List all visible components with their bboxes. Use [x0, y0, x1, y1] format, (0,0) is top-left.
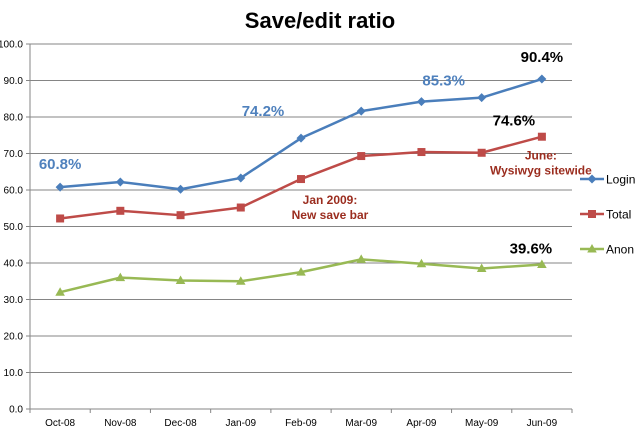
y-tick-label: 50.0: [4, 222, 24, 233]
data-point-square: [537, 132, 546, 141]
data-point-diamond: [236, 173, 246, 183]
x-tick-label: Oct-08: [45, 418, 75, 429]
callout-annotation-line: Wysiwyg sitewide: [490, 164, 592, 178]
data-point-diamond: [115, 177, 125, 187]
legend-item-login: Login: [580, 173, 635, 187]
x-tick-label: Nov-08: [104, 418, 137, 429]
y-tick-label: 10.0: [4, 368, 24, 379]
y-tick-label: 80.0: [4, 113, 24, 124]
legend-label: Login: [606, 173, 635, 187]
data-annotation-label: 74.2%: [242, 103, 285, 120]
data-annotation-label: 74.6%: [493, 113, 536, 130]
data-point-diamond: [477, 93, 487, 103]
x-tick-label: Apr-09: [406, 418, 436, 429]
data-annotation-label: 39.6%: [510, 240, 553, 257]
chart-title: Save/edit ratio: [245, 8, 395, 33]
x-tick-label: Jan-09: [225, 418, 256, 429]
data-point-triangle: [587, 244, 597, 253]
data-point-triangle: [476, 263, 487, 272]
data-point-square: [236, 203, 245, 212]
data-point-square: [297, 175, 305, 184]
y-tick-label: 30.0: [4, 295, 24, 306]
y-tick-label: 0.0: [9, 405, 23, 416]
x-tick-label: Dec-08: [164, 418, 197, 429]
gridlines: [30, 43, 572, 410]
series-lines: [55, 74, 547, 296]
y-tick-label: 60.0: [4, 186, 24, 197]
data-point-square: [477, 148, 486, 157]
callout-annotation: Jan 2009: New save bar: [292, 193, 369, 222]
data-point-square: [56, 214, 65, 223]
callout-annotation-line: June:: [525, 149, 557, 163]
y-tick-label: 100.0: [0, 40, 23, 51]
data-point-triangle: [296, 267, 306, 276]
y-tick-label: 70.0: [4, 149, 24, 160]
legend-item-anon: Anon: [580, 243, 634, 257]
data-point-square: [588, 210, 596, 218]
data-point-square: [417, 148, 426, 157]
annotations: 60.8% 74.2% 85.3% 90.4% 74.6% 39.6% Jan 2009: N…: [39, 49, 592, 257]
callout-annotation: June: Wysiwyg sitewide: [490, 149, 592, 178]
data-annotation-label: 60.8%: [39, 156, 82, 173]
y-tick-label: 20.0: [4, 332, 24, 343]
legend-item-total: Total: [580, 208, 631, 222]
x-tick-label: Feb-09: [285, 418, 317, 429]
data-point-diamond: [416, 97, 426, 107]
data-point-triangle: [416, 258, 427, 268]
data-point-diamond: [537, 74, 547, 84]
x-tick-label: Mar-09: [345, 418, 377, 429]
x-tick-label: Jun-09: [527, 418, 558, 429]
legend: Login Total Anon: [580, 173, 635, 257]
series-line-anon: [59, 258, 542, 294]
y-tick-label: 90.0: [4, 76, 24, 87]
callout-annotation-line: New save bar: [292, 208, 369, 222]
data-point-triangle: [115, 272, 126, 282]
data-point-square: [357, 152, 366, 161]
data-point-diamond: [587, 174, 597, 184]
data-point-triangle: [235, 276, 246, 285]
y-tick-label: 40.0: [4, 259, 24, 270]
data-point-diamond: [356, 106, 366, 116]
data-point-square: [176, 211, 185, 220]
axes: 0.0 10.0 20.0 30.0 40.0 50.0 60.0 70.0 80.0 90.0 1…: [0, 40, 573, 429]
data-point-triangle: [537, 259, 547, 268]
callout-annotation-line: Jan 2009:: [303, 193, 358, 207]
data-point-triangle: [356, 254, 367, 263]
data-point-diamond: [55, 182, 65, 192]
data-point-diamond: [296, 133, 306, 143]
data-point-triangle: [175, 275, 186, 285]
data-point-diamond: [176, 184, 186, 194]
legend-label: Total: [606, 208, 631, 222]
data-annotation-label: 85.3%: [422, 73, 465, 90]
data-point-square: [116, 206, 125, 215]
legend-label: Anon: [606, 243, 634, 257]
data-point-triangle: [55, 287, 65, 296]
x-tick-label: May-09: [465, 418, 499, 429]
data-annotation-label: 90.4%: [521, 49, 564, 66]
